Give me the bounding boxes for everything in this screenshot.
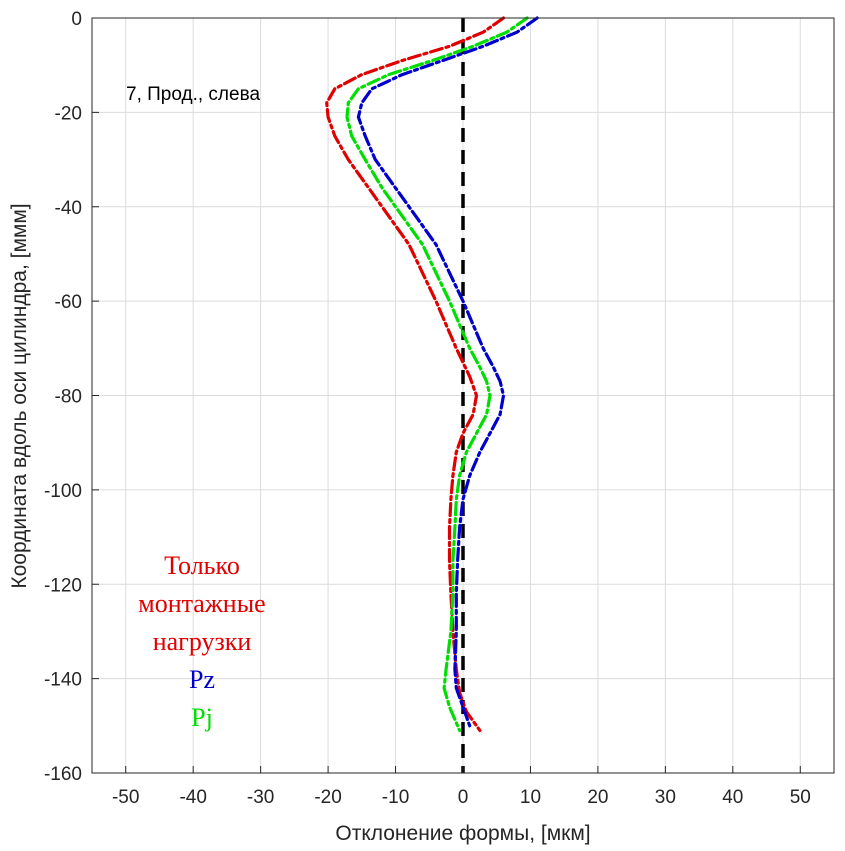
y-tick-label: -20 <box>55 103 82 124</box>
legend-line-3: нагрузки <box>153 627 252 656</box>
x-axis-title: Отклонение формы, [мкм] <box>335 822 590 845</box>
y-tick-label: -160 <box>44 764 82 785</box>
annotation-text: 7, Прод., слева <box>126 84 260 105</box>
x-tick-label: 20 <box>587 787 608 808</box>
y-tick-label: -100 <box>44 481 82 502</box>
x-tick-label: 0 <box>458 787 469 808</box>
x-tick-label: -30 <box>247 787 274 808</box>
legend-line-2: монтажные <box>138 589 265 618</box>
y-tick-label: -140 <box>44 670 82 691</box>
y-tick-label: 0 <box>71 9 82 30</box>
x-tick-label: 10 <box>520 787 541 808</box>
x-tick-label: -10 <box>382 787 409 808</box>
x-tick-label: 30 <box>655 787 676 808</box>
x-tick-label: -40 <box>179 787 206 808</box>
y-axis-title: Координата вдоль оси цилиндра, [ммм] <box>8 203 31 588</box>
y-tick-label: -80 <box>55 387 82 408</box>
x-tick-label: 50 <box>790 787 811 808</box>
legend-line-4: Pz <box>189 665 215 694</box>
x-tick-label: -20 <box>314 787 341 808</box>
y-tick-label: -40 <box>55 198 82 219</box>
x-tick-label: 40 <box>722 787 743 808</box>
legend-line-5: Pj <box>191 703 213 732</box>
y-tick-label: -60 <box>55 292 82 313</box>
y-tick-label: -120 <box>44 575 82 596</box>
x-tick-label: -50 <box>112 787 139 808</box>
legend-line-1: Только <box>164 551 240 580</box>
